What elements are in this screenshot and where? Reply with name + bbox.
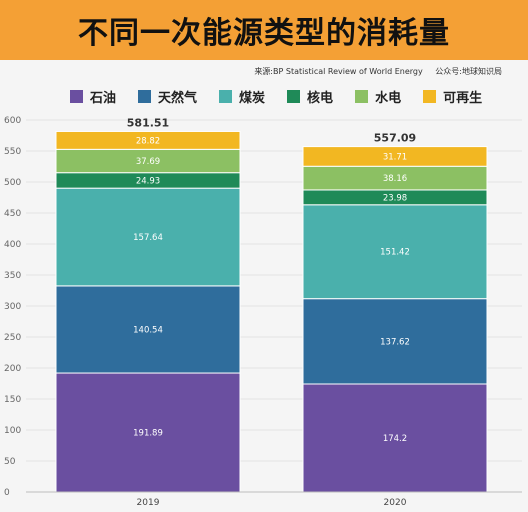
y-tick-label: 450 <box>4 209 21 219</box>
legend-swatch <box>423 90 437 103</box>
legend-label: 水电 <box>375 91 402 106</box>
segment-value-label: 191.89 <box>133 429 163 439</box>
y-tick-label: 400 <box>4 240 21 250</box>
legend: 石油 天然气 煤炭 核电 水电 可再生 <box>70 87 504 106</box>
legend-item: 核电 <box>287 87 333 106</box>
bar-segment <box>302 298 488 385</box>
y-tick-label: 550 <box>4 147 21 157</box>
x-category-label: 2019 <box>137 498 160 508</box>
bar-segment <box>55 187 241 287</box>
segment-value-label: 23.98 <box>383 193 407 203</box>
legend-swatch <box>287 90 301 103</box>
bar-total-label: 557.09 <box>374 132 416 145</box>
legend-item: 天然气 <box>138 87 197 106</box>
segment-value-label: 140.54 <box>133 325 163 335</box>
bar-segment <box>55 372 241 493</box>
bar-segment <box>302 383 488 493</box>
y-tick-label: 300 <box>4 302 21 312</box>
legend-label: 石油 <box>90 91 117 106</box>
y-tick-label: 200 <box>4 364 21 374</box>
segment-value-label: 137.62 <box>380 337 410 347</box>
y-tick-label: 250 <box>4 333 21 343</box>
title-bar: 不同一次能源类型的消耗量 <box>0 0 528 60</box>
bar-segment <box>55 285 241 374</box>
bar-segment <box>302 204 488 300</box>
legend-swatch <box>70 90 83 103</box>
segment-value-label: 151.42 <box>380 248 410 258</box>
y-tick-label: 500 <box>4 178 21 188</box>
legend-swatch <box>355 90 369 103</box>
y-tick-label: 100 <box>4 426 21 436</box>
bar-segment <box>302 146 488 167</box>
y-tick-label: 0 <box>4 488 10 498</box>
legend-label: 天然气 <box>158 91 198 106</box>
segment-value-label: 38.16 <box>383 174 407 184</box>
y-tick-label: 350 <box>4 271 21 281</box>
segment-value-label: 24.93 <box>136 176 160 186</box>
chart-title: 不同一次能源类型的消耗量 <box>78 16 450 51</box>
y-tick-label: 150 <box>4 395 21 405</box>
account-text: 公众号:地球知识局 <box>435 67 502 76</box>
segment-value-label: 31.71 <box>383 152 407 162</box>
y-tick-label: 50 <box>4 457 16 467</box>
legend-swatch <box>219 90 233 103</box>
legend-label: 核电 <box>307 91 334 106</box>
bar-total-label: 581.51 <box>127 116 169 129</box>
segment-value-label: 174.2 <box>383 434 407 444</box>
legend-item: 水电 <box>355 87 401 106</box>
legend-label: 可再生 <box>443 91 483 106</box>
segment-value-label: 37.69 <box>136 157 160 167</box>
source-text: 来源:BP Statistical Review of World Energy <box>254 67 423 76</box>
legend-swatch <box>138 90 152 103</box>
segment-value-label: 28.82 <box>136 136 160 146</box>
x-category-label: 2020 <box>384 498 407 508</box>
bar-segment <box>55 130 241 150</box>
segment-value-label: 157.64 <box>133 233 163 243</box>
legend-item: 石油 <box>70 87 116 106</box>
legend-item: 可再生 <box>423 87 482 106</box>
y-tick-label: 600 <box>4 116 21 126</box>
legend-item: 煤炭 <box>219 87 265 106</box>
source-line: 来源:BP Statistical Review of World Energy… <box>0 66 502 77</box>
legend-label: 煤炭 <box>239 91 266 106</box>
